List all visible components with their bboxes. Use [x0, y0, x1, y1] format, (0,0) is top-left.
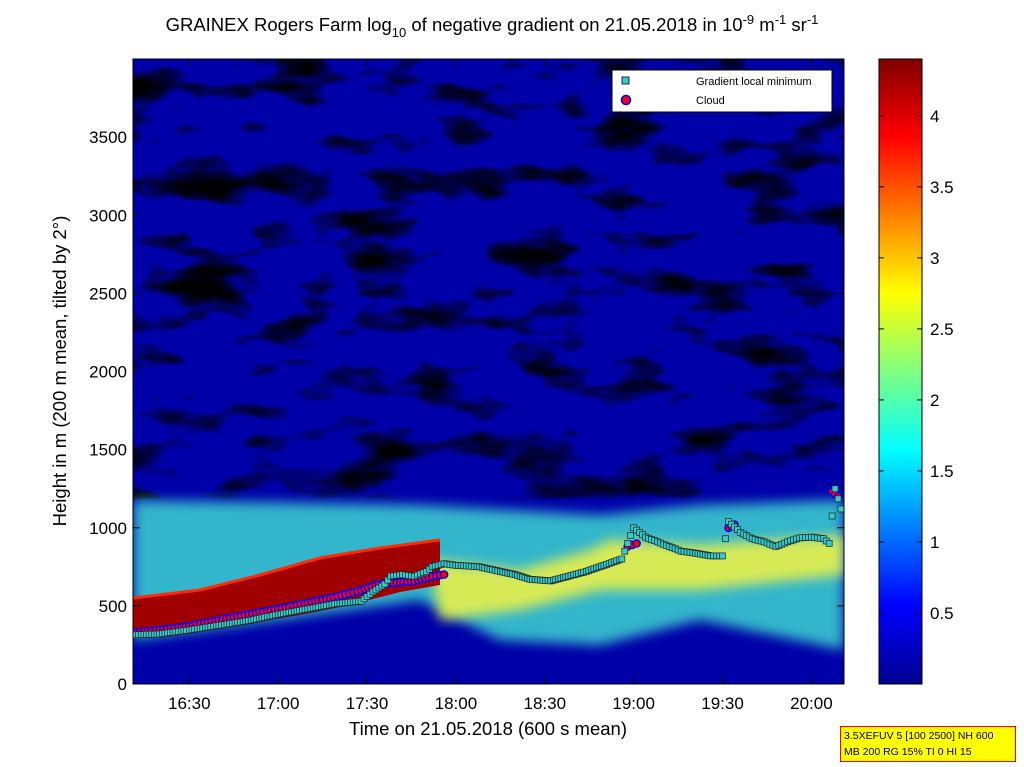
- x-tick-label: 17:30: [346, 694, 389, 713]
- legend-cloud-marker: [620, 94, 632, 106]
- x-tick-label: 18:30: [524, 694, 567, 713]
- y-tick-label: 3500: [89, 128, 127, 147]
- upper-texture-dark: [133, 59, 844, 499]
- y-axis: 0 500 1000 1500 2000 2500 3000 3500: [89, 128, 844, 694]
- colorbar-gradient: [878, 58, 923, 685]
- plot-area: [133, 59, 844, 684]
- x-tick-label: 17:00: [257, 694, 300, 713]
- gradient-minimum-point: [837, 505, 844, 513]
- processing-stamp: 3.5XEFUV 5 [100 2500] NH 600 MB 200 RG 1…: [840, 726, 1016, 762]
- colorbar-tick-label: 2: [930, 391, 939, 410]
- y-tick-label: 3000: [89, 206, 127, 225]
- gradient-minimum-point: [624, 540, 632, 547]
- x-tick-label: 19:00: [612, 694, 655, 713]
- gradient-minimum-point: [828, 512, 836, 520]
- gradient-minimum-point: [722, 535, 729, 543]
- x-tick-label: 20:00: [790, 694, 833, 713]
- gradient-minimum-point: [834, 495, 842, 503]
- colorbar-ticks: 0.5 1 1.5 2 2.5 3 3.5 4: [879, 107, 954, 623]
- legend-minimum-label: Gradient local minimum: [696, 76, 812, 88]
- colorbar-tick-label: 1.5: [930, 462, 954, 481]
- colorbar-tick-label: 3: [930, 249, 939, 268]
- x-tick-label: 16:30: [168, 694, 211, 713]
- gradient-minimum-point: [627, 532, 635, 539]
- y-tick-label: 0: [118, 675, 127, 694]
- legend-minimum-marker: [621, 76, 630, 85]
- cloud-point: [439, 570, 449, 579]
- boundary-layer-core: [430, 535, 844, 620]
- x-tick-label: 19:30: [701, 694, 744, 713]
- legend-cloud-label: Cloud: [696, 95, 725, 107]
- high-gradient-edge: [133, 538, 441, 600]
- gradient-minimum-point: [719, 552, 726, 560]
- stamp-line-1: 3.5XEFUV 5 [100 2500] NH 600: [844, 730, 994, 742]
- stamp-line-2: MB 200 RG 15% TI 0 HI 15: [844, 746, 972, 758]
- gradient-minimum-point: [618, 555, 626, 563]
- gradient-minimum-point: [825, 540, 833, 547]
- y-tick-label: 1500: [89, 441, 127, 460]
- y-axis-label: Height in m (200 m mean, tilted by 2°): [49, 216, 70, 527]
- colorbar-tick-label: 3.5: [930, 178, 954, 197]
- cloud-point: [632, 539, 641, 548]
- gradient-minimum-point: [831, 485, 839, 493]
- colorbar-tick-label: 4: [930, 107, 939, 126]
- x-axis: 16:30 17:00 17:30 18:00 18:30 19:00 19:30 20:00: [168, 59, 833, 713]
- y-tick-label: 2500: [89, 284, 127, 303]
- colorbar-tick-label: 0.5: [930, 604, 954, 623]
- colorbar-tick-label: 2.5: [930, 320, 954, 339]
- legend-box: [611, 69, 833, 113]
- legend: Gradient local minimum Cloud: [611, 69, 833, 113]
- gradient-minimum-series: [133, 485, 844, 639]
- y-tick-label: 500: [99, 597, 127, 616]
- x-axis-label: Time on 21.05.2018 (600 s mean): [349, 718, 627, 739]
- x-tick-label: 18:00: [435, 694, 478, 713]
- high-gradient-layer: [133, 540, 440, 636]
- y-tick-label: 1000: [89, 519, 127, 538]
- gradient-minimum-point: [621, 547, 629, 555]
- colorbar-tick-label: 1: [930, 533, 939, 552]
- chart-title: GRAINEX Rogers Farm log10 of negative gr…: [166, 12, 819, 40]
- y-tick-label: 2000: [89, 363, 127, 382]
- colorbar: 0.5 1 1.5 2 2.5 3 3.5 4: [878, 58, 954, 685]
- heatmap-field: [133, 59, 844, 650]
